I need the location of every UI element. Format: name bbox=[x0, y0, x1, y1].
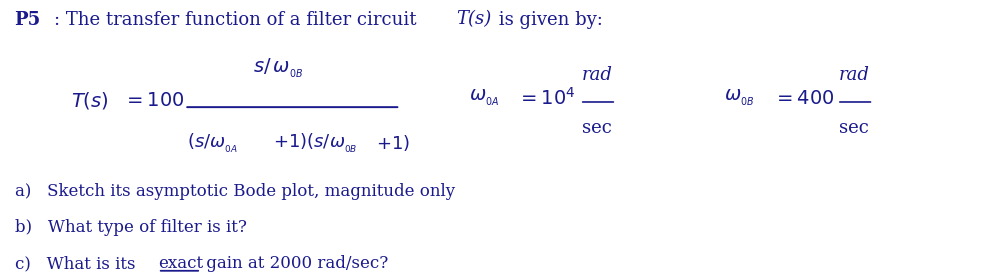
Text: $= 100$: $= 100$ bbox=[122, 92, 184, 110]
Text: gain at 2000 rad/sec?: gain at 2000 rad/sec? bbox=[201, 255, 387, 272]
Text: $= 10^4$: $= 10^4$ bbox=[517, 87, 575, 109]
Text: c)   What is its: c) What is its bbox=[15, 255, 140, 272]
Text: $\omega_{_{0B}}$: $\omega_{_{0B}}$ bbox=[724, 88, 754, 108]
Text: b)   What type of filter is it?: b) What type of filter is it? bbox=[15, 219, 246, 236]
Text: $T(s)$: $T(s)$ bbox=[71, 90, 109, 111]
Text: sec: sec bbox=[838, 119, 868, 137]
Text: $s/\,\omega_{_{0B}}$: $s/\,\omega_{_{0B}}$ bbox=[252, 57, 303, 80]
Text: rad: rad bbox=[581, 66, 612, 84]
Text: sec: sec bbox=[581, 119, 611, 137]
Text: $+1)(s/\omega_{_{0B}}$: $+1)(s/\omega_{_{0B}}$ bbox=[272, 132, 357, 155]
Text: a)   Sketch its asymptotic Bode plot, magnitude only: a) Sketch its asymptotic Bode plot, magn… bbox=[15, 183, 455, 200]
Text: rad: rad bbox=[838, 66, 869, 84]
Text: P5: P5 bbox=[15, 10, 40, 28]
Text: : The transfer function of a filter circuit: : The transfer function of a filter circ… bbox=[54, 10, 422, 28]
Text: exact: exact bbox=[158, 255, 203, 272]
Text: $\omega_{_{0A}}$: $\omega_{_{0A}}$ bbox=[468, 88, 499, 108]
Text: $+1)$: $+1)$ bbox=[376, 133, 409, 153]
Text: is given by:: is given by: bbox=[493, 10, 602, 28]
Text: $= 400$: $= 400$ bbox=[772, 89, 834, 108]
Text: T(s): T(s) bbox=[456, 10, 491, 28]
Text: $(s/\omega_{_{0A}}$: $(s/\omega_{_{0A}}$ bbox=[187, 132, 238, 155]
